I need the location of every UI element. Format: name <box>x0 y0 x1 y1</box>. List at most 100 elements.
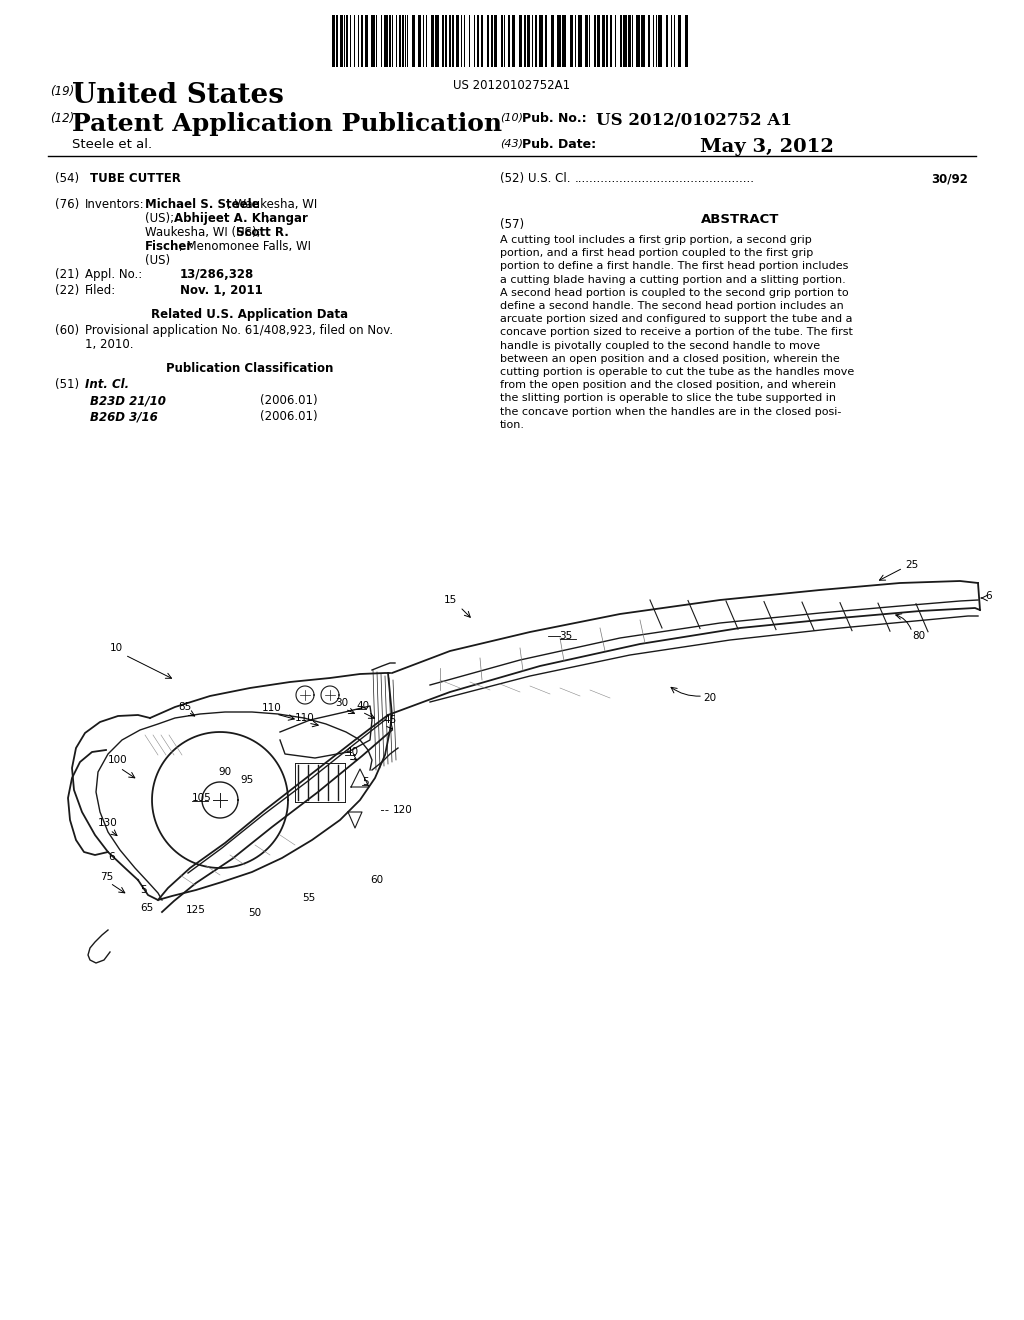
Bar <box>562 15 566 67</box>
Bar <box>340 15 343 67</box>
Text: cutting portion is operable to cut the tube as the handles move: cutting portion is operable to cut the t… <box>500 367 854 378</box>
Text: (12): (12) <box>50 112 75 125</box>
Text: (57): (57) <box>500 218 524 231</box>
Text: B23D 21/10: B23D 21/10 <box>90 393 166 407</box>
Text: (US);: (US); <box>145 213 178 224</box>
Bar <box>658 15 663 67</box>
Text: 110: 110 <box>262 704 282 713</box>
Text: between an open position and a closed position, wherein the: between an open position and a closed po… <box>500 354 840 364</box>
Bar <box>540 15 544 67</box>
Bar <box>641 15 645 67</box>
Bar <box>636 15 640 67</box>
Bar <box>546 15 548 67</box>
Text: Fischer: Fischer <box>145 240 194 253</box>
Bar <box>624 15 627 67</box>
Text: Patent Application Publication: Patent Application Publication <box>72 112 502 136</box>
Bar <box>527 15 530 67</box>
Bar <box>519 15 522 67</box>
Text: 15: 15 <box>443 595 457 605</box>
Text: A cutting tool includes a first grip portion, a second grip: A cutting tool includes a first grip por… <box>500 235 812 246</box>
Text: ................................................: ........................................… <box>575 172 755 185</box>
Bar <box>332 15 335 67</box>
Text: from the open position and the closed position, and wherein: from the open position and the closed po… <box>500 380 837 391</box>
Bar <box>512 15 515 67</box>
Text: Pub. No.:: Pub. No.: <box>522 112 587 125</box>
Bar <box>490 15 493 67</box>
Text: (US): (US) <box>145 253 170 267</box>
Bar <box>452 15 454 67</box>
Bar <box>594 15 596 67</box>
Text: 65: 65 <box>140 903 154 913</box>
Bar <box>431 15 434 67</box>
Bar <box>494 15 497 67</box>
Text: Appl. No.:: Appl. No.: <box>85 268 142 281</box>
Text: 5: 5 <box>140 884 146 895</box>
Text: 13/286,328: 13/286,328 <box>180 268 254 281</box>
Text: 125: 125 <box>186 906 206 915</box>
Text: (54): (54) <box>55 172 79 185</box>
Bar <box>412 15 415 67</box>
Bar <box>449 15 451 67</box>
Text: 35: 35 <box>559 631 572 642</box>
Text: 55: 55 <box>302 894 315 903</box>
Text: the concave portion when the handles are in the closed posi-: the concave portion when the handles are… <box>500 407 842 417</box>
Text: 40: 40 <box>356 701 369 711</box>
Text: 40: 40 <box>345 747 358 756</box>
Bar <box>389 15 391 67</box>
Text: concave portion sized to receive a portion of the tube. The first: concave portion sized to receive a porti… <box>500 327 853 338</box>
Text: US 2012/0102752 A1: US 2012/0102752 A1 <box>596 112 792 129</box>
Text: (60): (60) <box>55 323 79 337</box>
Bar <box>579 15 583 67</box>
Text: 95: 95 <box>240 775 253 785</box>
Text: the slitting portion is operable to slice the tube supported in: the slitting portion is operable to slic… <box>500 393 836 404</box>
Text: Scott R.: Scott R. <box>237 226 289 239</box>
Text: (76): (76) <box>55 198 79 211</box>
Text: 25: 25 <box>905 560 919 570</box>
Text: arcuate portion sized and configured to support the tube and a: arcuate portion sized and configured to … <box>500 314 853 325</box>
Text: 30: 30 <box>335 698 348 708</box>
Text: 110: 110 <box>295 713 314 723</box>
Bar <box>441 15 443 67</box>
Bar <box>536 15 538 67</box>
Bar <box>365 15 368 67</box>
Text: (52): (52) <box>500 172 524 185</box>
Text: Waukesha, WI (US);: Waukesha, WI (US); <box>145 226 264 239</box>
Bar <box>401 15 403 67</box>
Text: Int. Cl.: Int. Cl. <box>85 378 129 391</box>
Text: May 3, 2012: May 3, 2012 <box>700 139 834 156</box>
Bar <box>597 15 600 67</box>
Text: 6: 6 <box>108 851 115 862</box>
Text: Nov. 1, 2011: Nov. 1, 2011 <box>180 284 263 297</box>
Text: 1, 2010.: 1, 2010. <box>85 338 133 351</box>
Text: Filed:: Filed: <box>85 284 117 297</box>
Text: (2006.01): (2006.01) <box>260 411 317 422</box>
Text: Related U.S. Application Data: Related U.S. Application Data <box>152 308 348 321</box>
Text: Abhijeet A. Khangar: Abhijeet A. Khangar <box>174 213 307 224</box>
Text: ABSTRACT: ABSTRACT <box>700 213 779 226</box>
Text: , Waukesha, WI: , Waukesha, WI <box>226 198 316 211</box>
Text: 90: 90 <box>218 767 231 777</box>
Text: (19): (19) <box>50 84 75 98</box>
Bar <box>551 15 554 67</box>
Bar <box>336 15 338 67</box>
Bar <box>678 15 681 67</box>
Bar <box>628 15 631 67</box>
Text: 105: 105 <box>193 793 212 803</box>
Text: (22): (22) <box>55 284 79 297</box>
Bar <box>685 15 688 67</box>
Text: 85: 85 <box>178 702 191 711</box>
Bar <box>648 15 650 67</box>
Bar <box>508 15 510 67</box>
Text: (21): (21) <box>55 268 79 281</box>
Text: define a second handle. The second head portion includes an: define a second handle. The second head … <box>500 301 844 312</box>
Bar <box>476 15 478 67</box>
Text: B26D 3/16: B26D 3/16 <box>90 411 158 422</box>
Bar <box>586 15 589 67</box>
Text: Steele et al.: Steele et al. <box>72 139 153 150</box>
Text: 6: 6 <box>985 591 991 601</box>
Text: US 20120102752A1: US 20120102752A1 <box>454 79 570 92</box>
Text: handle is pivotally coupled to the second handle to move: handle is pivotally coupled to the secon… <box>500 341 820 351</box>
Text: 75: 75 <box>100 873 114 882</box>
Bar <box>524 15 526 67</box>
Text: Publication Classification: Publication Classification <box>166 362 334 375</box>
